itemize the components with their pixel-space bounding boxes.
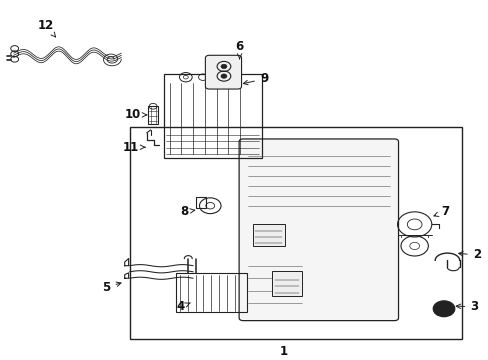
Bar [147, 106, 158, 124]
FancyBboxPatch shape [239, 139, 398, 321]
Circle shape [221, 74, 226, 78]
Text: 6: 6 [235, 40, 243, 59]
Bar [176, 273, 246, 312]
Text: 1: 1 [279, 345, 287, 358]
Bar [195, 198, 206, 208]
FancyBboxPatch shape [205, 55, 241, 89]
Text: 11: 11 [122, 141, 144, 154]
Bar [252, 224, 284, 246]
Text: 12: 12 [37, 19, 56, 37]
Circle shape [432, 301, 454, 317]
Text: 2: 2 [458, 248, 480, 261]
Text: 8: 8 [181, 205, 194, 218]
Text: 3: 3 [455, 301, 477, 314]
Circle shape [221, 64, 226, 68]
Circle shape [438, 305, 448, 312]
Text: 4: 4 [177, 301, 190, 314]
Text: 7: 7 [433, 205, 448, 218]
Text: 9: 9 [243, 72, 267, 85]
Bar [129, 127, 461, 339]
Text: 10: 10 [124, 108, 146, 121]
Bar [163, 73, 261, 158]
Text: 5: 5 [102, 281, 121, 294]
Bar [272, 271, 301, 296]
